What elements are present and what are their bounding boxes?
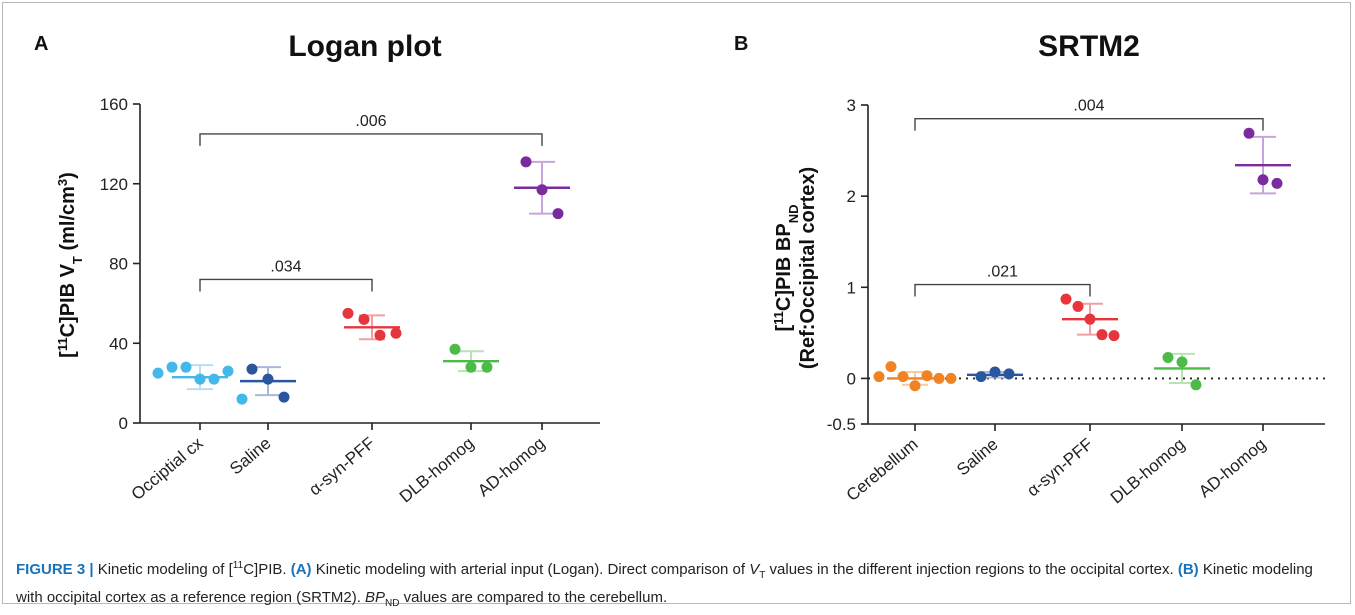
- data-point: [194, 373, 206, 385]
- chart-b-plot-area: -0.5 0 1 2 3 Cerebellum Saline α-syn-PFF DLB-hom…: [827, 96, 1325, 507]
- data-point: [374, 329, 386, 341]
- x-tick-label: α-syn-PFF: [305, 434, 378, 500]
- x-tick-label: AD-homog: [1195, 435, 1269, 502]
- comparison-bracket: [199, 133, 543, 146]
- data-point: [1190, 379, 1202, 391]
- data-point: [481, 361, 493, 373]
- x-tick-label: Cerebellum: [843, 435, 922, 505]
- data-point: [1003, 368, 1015, 380]
- data-point: [897, 371, 909, 383]
- y-tick-label: 2: [847, 187, 856, 206]
- data-point: [1243, 127, 1255, 139]
- figure-frame: [2, 2, 1351, 604]
- chart-b-ylabel-line2: (Ref:Occipital cortex): [797, 167, 819, 369]
- data-point: [449, 343, 461, 355]
- caption-a-label: (A): [290, 561, 312, 578]
- y-tick-label: 0: [847, 369, 856, 388]
- data-point: [520, 156, 532, 168]
- caption-b-label: (B): [1177, 561, 1199, 578]
- comparison-bracket: [914, 117, 1264, 131]
- data-point: [1108, 330, 1120, 342]
- x-tick-label: α-syn-PFF: [1023, 435, 1096, 501]
- data-point: [236, 393, 248, 405]
- panel-b-letter: B: [734, 33, 748, 55]
- data-point: [989, 366, 1001, 378]
- y-tick-label: 120: [100, 175, 128, 194]
- y-tick-label: 160: [100, 95, 128, 114]
- data-point: [358, 313, 370, 325]
- chart-a-ylabel: [11C]PIB VT (ml/cm3): [55, 172, 85, 358]
- data-point: [1096, 329, 1108, 341]
- data-point: [1072, 300, 1084, 312]
- x-tick-label: DLB-homog: [1107, 435, 1189, 508]
- data-point: [1257, 174, 1269, 186]
- p-value-label: .034: [270, 258, 301, 275]
- data-point: [921, 370, 933, 382]
- data-point: [873, 371, 885, 383]
- y-tick-label: 1: [847, 278, 856, 297]
- data-point: [262, 373, 274, 385]
- data-point: [465, 361, 477, 373]
- data-point: [1162, 351, 1174, 363]
- p-value-label: .004: [1073, 98, 1104, 115]
- data-point: [945, 372, 957, 384]
- data-point: [933, 372, 945, 384]
- x-tick-label: AD-homog: [474, 434, 548, 501]
- p-value-label: .006: [355, 113, 386, 130]
- data-point: [222, 365, 234, 377]
- y-tick-label: 3: [847, 96, 856, 115]
- data-point: [152, 367, 164, 379]
- p-value-label: .021: [987, 264, 1018, 281]
- data-point: [246, 363, 258, 375]
- srtm2-chart: B SRTM2 [11C]PIB BPND (Ref:Occipital cor…: [734, 30, 1325, 507]
- data-point: [342, 307, 354, 319]
- y-tick-label: 40: [109, 334, 128, 353]
- data-point: [552, 208, 564, 220]
- caption-lead: FIGURE 3 |: [16, 561, 94, 578]
- data-point: [1060, 293, 1072, 305]
- data-point: [1084, 313, 1096, 325]
- y-tick-label: -0.5: [827, 415, 856, 434]
- chart-b-ylabel-line1: [11C]PIB BPND: [771, 205, 801, 332]
- x-tick-label: Saline: [953, 435, 1001, 480]
- logan-plot-chart: A Logan plot [11C]PIB VT (ml/cm3) 0 40 80 1…: [34, 30, 600, 506]
- figure-caption: FIGURE 3 | Kinetic modeling of [11C]PIB.…: [16, 560, 1313, 609]
- data-point: [536, 184, 548, 196]
- data-point: [278, 391, 290, 403]
- panel-a-letter: A: [34, 33, 48, 55]
- x-tick-label: Saline: [226, 434, 274, 479]
- data-point: [208, 373, 220, 385]
- comparison-bracket: [199, 278, 373, 292]
- chart-a-plot-area: 0 40 80 120 160 Occiptial cx Saline α-syn-PFF DL…: [100, 95, 600, 506]
- data-point: [166, 361, 178, 373]
- y-tick-label: 80: [109, 255, 128, 274]
- data-point: [180, 361, 192, 373]
- x-tick-label: DLB-homog: [396, 434, 478, 507]
- data-point: [909, 380, 921, 392]
- chart-b-title: SRTM2: [1038, 30, 1140, 63]
- data-point: [1176, 356, 1188, 368]
- chart-a-title: Logan plot: [288, 30, 441, 63]
- y-tick-label: 0: [119, 414, 128, 433]
- data-point: [975, 371, 987, 383]
- data-point: [390, 327, 402, 339]
- data-point: [1271, 177, 1283, 189]
- x-tick-label: Occiptial cx: [128, 433, 207, 504]
- comparison-bracket: [914, 283, 1091, 297]
- data-point: [885, 361, 897, 373]
